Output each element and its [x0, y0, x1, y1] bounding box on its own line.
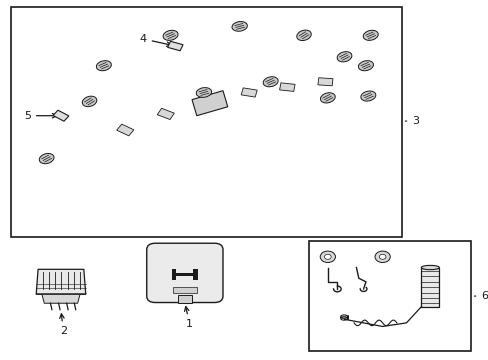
Ellipse shape [39, 153, 54, 164]
Bar [279, 83, 294, 91]
Bar [117, 124, 134, 136]
Bar [173, 287, 196, 293]
Polygon shape [0, 0, 148, 2]
Ellipse shape [363, 30, 377, 40]
FancyBboxPatch shape [146, 243, 223, 302]
Circle shape [324, 254, 330, 259]
Polygon shape [36, 269, 85, 294]
Bar [308, 241, 470, 351]
Text: 2: 2 [60, 314, 67, 337]
Ellipse shape [336, 51, 351, 62]
Ellipse shape [360, 91, 375, 101]
Circle shape [374, 251, 389, 262]
Ellipse shape [163, 30, 178, 40]
Bar [167, 41, 183, 51]
Bar [176, 273, 193, 276]
Text: 4: 4 [140, 34, 171, 46]
Polygon shape [42, 294, 80, 303]
Polygon shape [192, 91, 227, 116]
Ellipse shape [196, 87, 211, 97]
Bar [157, 108, 174, 120]
Bar [172, 269, 176, 280]
Ellipse shape [231, 22, 247, 31]
Text: 3: 3 [405, 116, 418, 126]
Bar [53, 110, 69, 121]
Bar [193, 269, 197, 280]
Ellipse shape [320, 93, 335, 103]
Bar [420, 267, 438, 307]
Bar [241, 88, 257, 97]
Text: 6: 6 [473, 291, 488, 301]
Bar [317, 78, 332, 86]
Bar [11, 7, 401, 237]
Ellipse shape [420, 265, 438, 270]
Circle shape [379, 254, 385, 259]
Ellipse shape [263, 77, 278, 87]
Bar [177, 296, 192, 302]
Text: 5: 5 [24, 111, 57, 121]
Ellipse shape [296, 30, 311, 41]
Bar [203, 96, 219, 107]
Ellipse shape [82, 96, 97, 107]
Circle shape [320, 251, 335, 262]
Text: 1: 1 [184, 307, 193, 329]
Ellipse shape [358, 60, 373, 71]
Ellipse shape [96, 60, 111, 71]
